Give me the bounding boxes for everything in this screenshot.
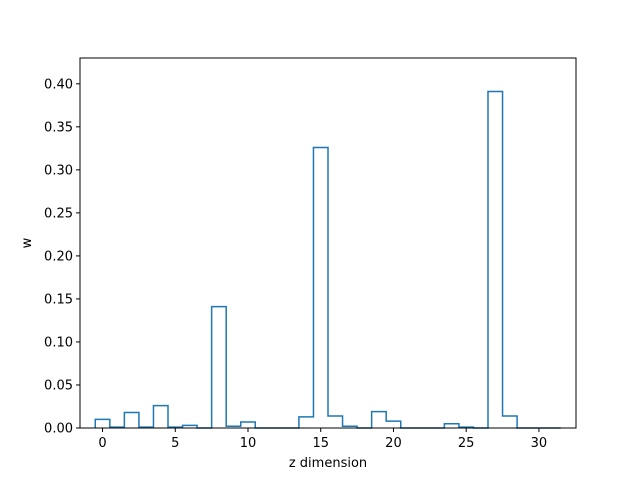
x-tick-label: 25 [458, 436, 475, 451]
y-axis-label: w [20, 237, 35, 248]
y-tick-label: 0.40 [44, 77, 73, 92]
x-tick-label: 15 [312, 436, 329, 451]
x-tick-label: 20 [385, 436, 402, 451]
y-tick-label: 0.15 [44, 292, 73, 307]
x-tick-label: 30 [531, 436, 548, 451]
y-tick-label: 0.05 [44, 378, 73, 393]
y-tick-label: 0.10 [44, 335, 73, 350]
histogram-step-line [94, 90, 561, 429]
y-tick-label: 0.20 [44, 249, 73, 264]
y-tick-label: 0.30 [44, 163, 73, 178]
y-axis-ticks: 0.00 0.05 0.10 0.15 0.20 0.25 0.30 0.35 0.40 [44, 77, 80, 437]
x-tick-label: 0 [98, 436, 106, 451]
x-tick-label: 10 [240, 436, 257, 451]
x-tick-label: 5 [171, 436, 179, 451]
y-tick-label: 0.35 [44, 120, 73, 135]
x-axis-ticks: 0 5 10 15 20 25 30 [98, 428, 547, 451]
y-tick-label: 0.25 [44, 206, 73, 221]
plot-frame [79, 57, 577, 429]
y-tick-label: 0.00 [44, 422, 73, 437]
x-axis-label: z dimension [289, 456, 367, 471]
